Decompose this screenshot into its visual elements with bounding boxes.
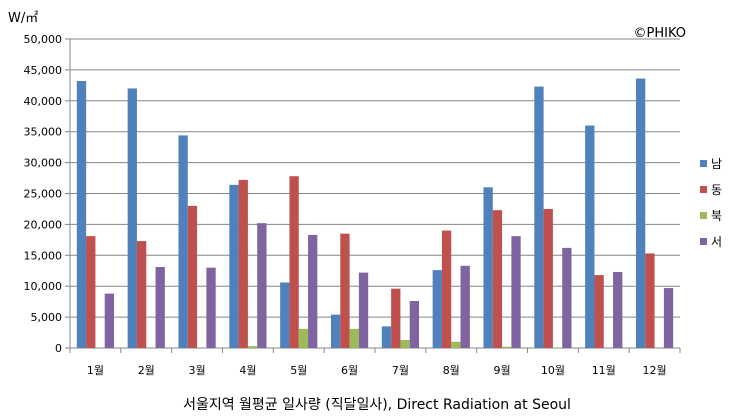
bar-동-4월 — [238, 179, 248, 348]
bar-남-2월 — [127, 88, 137, 348]
bar-북-5월 — [298, 328, 309, 348]
x-tick-label: 5월 — [290, 364, 307, 377]
bar-서-11월 — [613, 271, 623, 348]
x-tick-label: 3월 — [189, 364, 206, 377]
bar-서-8월 — [460, 265, 470, 348]
bar-남-6월 — [330, 314, 341, 348]
bar-남-4월 — [229, 184, 239, 348]
bar-남-7월 — [381, 326, 392, 348]
bar-서-7월 — [409, 301, 420, 348]
y-axis-unit: W/㎡ — [8, 11, 38, 26]
bar-북-6월 — [349, 328, 359, 348]
bar-동-11월 — [594, 275, 604, 348]
bar-동-1월 — [86, 236, 96, 348]
legend-swatch — [700, 160, 707, 167]
x-tick-label: 10월 — [541, 364, 565, 377]
bar-동-12월 — [645, 253, 655, 348]
x-tick-label: 6월 — [341, 364, 358, 377]
legend-label: 북 — [711, 209, 722, 223]
bar-동-8월 — [441, 230, 452, 348]
x-tick-label: 2월 — [138, 364, 155, 377]
x-tick-label: 8월 — [443, 364, 460, 377]
y-tick-label: 45,000 — [24, 64, 63, 77]
bar-남-11월 — [585, 125, 595, 349]
y-tick-label: 10,000 — [24, 280, 63, 293]
bar-남-1월 — [76, 81, 87, 349]
y-tick-label: 40,000 — [24, 95, 63, 108]
bar-서-12월 — [663, 288, 674, 348]
y-tick-label: 5,000 — [31, 311, 63, 324]
bar-북-7월 — [400, 339, 410, 348]
bar-북-10월 — [552, 347, 563, 348]
bar-서-6월 — [358, 272, 369, 348]
bar-북-8월 — [451, 341, 461, 348]
bar-남-10월 — [534, 86, 544, 348]
bar-서-9월 — [511, 236, 521, 348]
bar-서-10월 — [562, 247, 572, 348]
x-tick-label: 7월 — [392, 364, 409, 377]
chart-title: 서울지역 월평균 일사량 (직달일사), Direct Radiation at… — [183, 397, 571, 413]
bar-서-2월 — [155, 267, 165, 348]
bar-서-1월 — [104, 293, 115, 348]
bar-남-8월 — [432, 270, 442, 348]
y-tick-label: 50,000 — [24, 33, 63, 46]
legend-swatch — [700, 238, 707, 245]
x-tick-label: 4월 — [239, 364, 256, 377]
legend-swatch — [700, 212, 707, 219]
bar-동-3월 — [187, 205, 198, 348]
bar-남-12월 — [635, 78, 646, 348]
y-tick-label: 25,000 — [24, 188, 63, 201]
x-tick-label: 12월 — [643, 364, 667, 377]
bar-동-6월 — [340, 233, 350, 348]
legend-swatch — [700, 186, 707, 193]
y-tick-label: 35,000 — [24, 126, 63, 139]
y-tick-label: 0 — [55, 342, 62, 355]
y-tick-label: 20,000 — [24, 218, 63, 231]
bar-남-3월 — [178, 135, 188, 348]
bar-서-3월 — [206, 267, 216, 348]
bar-서-5월 — [308, 234, 318, 348]
bar-동-5월 — [289, 176, 299, 348]
bar-북-9월 — [502, 346, 512, 348]
legend-label: 남 — [711, 157, 722, 171]
legend-label: 동 — [711, 183, 722, 197]
x-tick-label: 1월 — [87, 364, 104, 377]
x-tick-label: 11월 — [592, 364, 616, 377]
y-tick-label: 30,000 — [24, 157, 63, 170]
bar-동-10월 — [543, 208, 553, 348]
watermark: ©PHIKO — [634, 26, 687, 41]
legend-label: 서 — [711, 235, 722, 249]
bar-서-4월 — [257, 223, 267, 348]
bar-북-4월 — [247, 346, 258, 348]
bar-남-9월 — [483, 187, 493, 348]
bar-동-2월 — [136, 241, 147, 348]
bar-남-5월 — [280, 282, 290, 348]
y-tick-label: 15,000 — [24, 249, 63, 262]
bar-동-9월 — [492, 210, 503, 348]
x-tick-label: 9월 — [494, 364, 511, 377]
bar-동-7월 — [391, 288, 401, 348]
